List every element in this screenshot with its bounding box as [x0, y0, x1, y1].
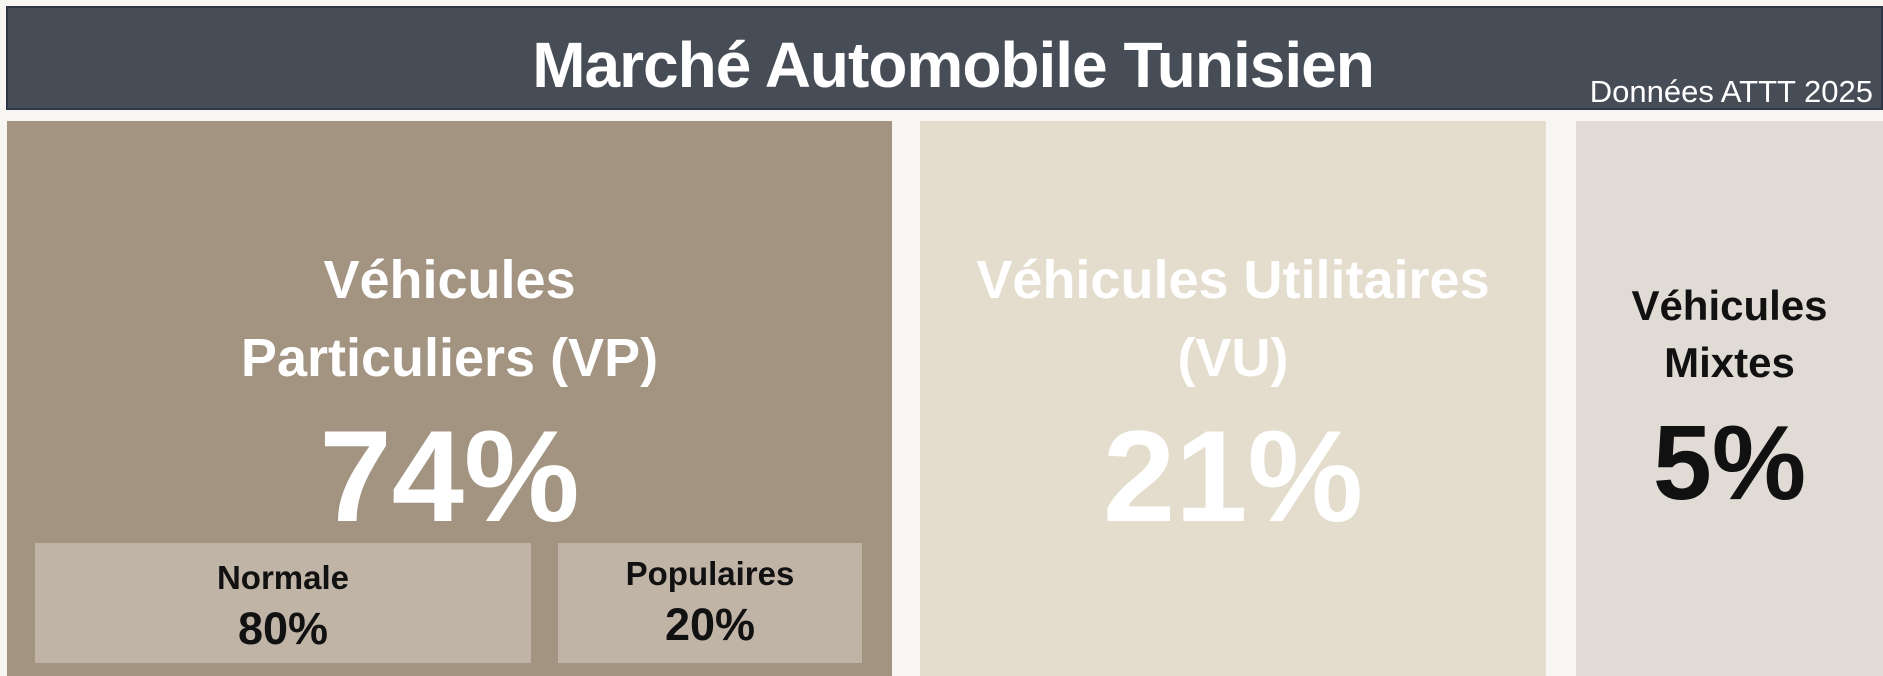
card-vp: Véhicules Particuliers (VP) 74% Normale … [7, 121, 892, 676]
card-value: 74% [319, 403, 580, 549]
title: Marché Automobile Tunisien [532, 29, 1375, 101]
card-value: 5% [1652, 404, 1807, 522]
segment: Populaires 20% [558, 543, 862, 663]
segment-value: 20% [664, 599, 756, 650]
segment: Normale 80% [35, 543, 531, 663]
card-label: Véhicules Particuliers (VP) [240, 250, 659, 388]
segment-label: Normale [216, 559, 350, 596]
card-mixtes: Véhicules Mixtes 5% [1576, 121, 1883, 676]
segment-value: 80% [237, 603, 329, 654]
card-label: Véhicules Mixtes [1631, 282, 1828, 386]
segment-label: Populaires [625, 555, 795, 592]
header: Marché Automobile Tunisien Données ATTT … [6, 6, 1883, 110]
card-value: 21% [1102, 403, 1364, 549]
card-label: Véhicules Utilitaires (VU) [976, 250, 1490, 388]
card-vu: Véhicules Utilitaires (VU) 21% [920, 121, 1546, 676]
subtitle: Données ATTT 2025 [1589, 74, 1873, 109]
